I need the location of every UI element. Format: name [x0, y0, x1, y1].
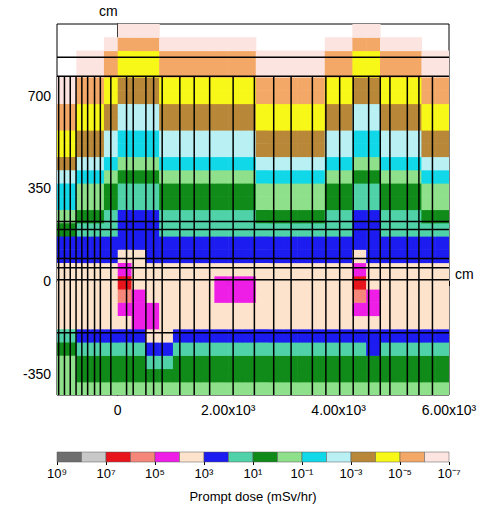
svg-text:-350: -350 — [23, 366, 51, 382]
svg-text:10⁻⁷: 10⁻⁷ — [437, 466, 460, 481]
svg-text:700: 700 — [28, 88, 52, 104]
svg-text:10¹: 10¹ — [244, 466, 263, 481]
svg-text:10⁵: 10⁵ — [145, 466, 165, 481]
svg-text:10³: 10³ — [195, 466, 214, 481]
svg-text:2.00x10³: 2.00x10³ — [201, 402, 256, 418]
svg-text:cm: cm — [455, 266, 474, 282]
svg-text:6.00x10³: 6.00x10³ — [422, 402, 477, 418]
svg-text:0: 0 — [43, 273, 51, 289]
svg-text:Prompt dose (mSv/hr): Prompt dose (mSv/hr) — [189, 489, 316, 504]
svg-text:10⁹: 10⁹ — [47, 466, 67, 481]
svg-text:4.00x10³: 4.00x10³ — [311, 402, 366, 418]
svg-text:10⁷: 10⁷ — [96, 466, 115, 481]
svg-text:10⁻⁵: 10⁻⁵ — [388, 466, 412, 481]
svg-text:cm: cm — [99, 3, 118, 19]
svg-text:350: 350 — [28, 180, 52, 196]
svg-text:10⁻³: 10⁻³ — [340, 466, 363, 481]
svg-text:10⁻¹: 10⁻¹ — [291, 466, 314, 481]
svg-text:0: 0 — [114, 402, 122, 418]
